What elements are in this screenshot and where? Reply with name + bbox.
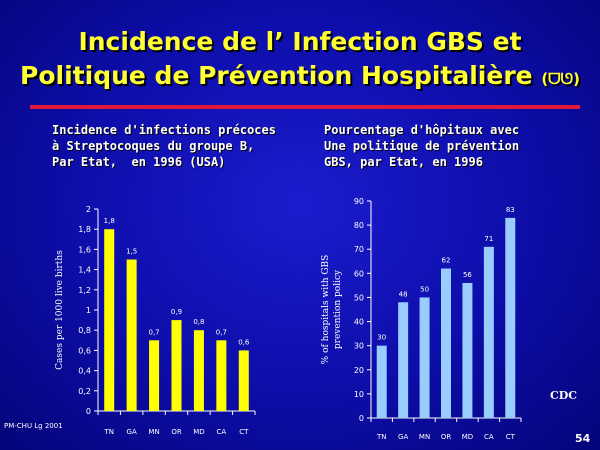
left-y-tick-label: 1,4 bbox=[78, 266, 91, 275]
left-bar-md bbox=[193, 330, 204, 411]
right-chart-title: Pourcentage d'hôpitaux avec Une politiqu… bbox=[324, 123, 520, 169]
right-bar-mn bbox=[419, 297, 430, 418]
left-data-label: 0,7 bbox=[149, 328, 160, 336]
left-category-label: CA bbox=[217, 428, 227, 436]
right-data-label: 48 bbox=[399, 290, 408, 298]
left-y-tick-label: 0,4 bbox=[78, 367, 91, 376]
right-data-label: 56 bbox=[463, 271, 472, 279]
left-y-tick-label: 1,2 bbox=[78, 286, 91, 295]
slide-title-line-2-text: Politique de Prévention Hospitalière bbox=[20, 61, 533, 90]
right-category-label: MN bbox=[419, 433, 430, 441]
slide-title-suffix: (ᗜᘎ) bbox=[541, 70, 580, 88]
right-data-label: 30 bbox=[377, 334, 386, 342]
right-data-label: 50 bbox=[420, 285, 429, 293]
title-divider bbox=[30, 105, 580, 109]
left-bar-ga bbox=[126, 259, 137, 411]
left-category-label: MN bbox=[148, 428, 159, 436]
right-bar-ca bbox=[483, 246, 494, 418]
left-y-tick-label: 0,8 bbox=[78, 326, 91, 335]
slide-title-line-2: Politique de Prévention Hospitalière (ᗜᘎ… bbox=[0, 60, 600, 95]
right-category-label: TN bbox=[376, 433, 387, 441]
left-y-tick-label: 1,6 bbox=[78, 245, 91, 254]
page-number: 54 bbox=[575, 432, 591, 445]
left-y-tick-label: 0,6 bbox=[78, 346, 91, 355]
right-category-label: GA bbox=[398, 433, 408, 441]
right-category-label: CA bbox=[484, 433, 494, 441]
right-y-axis-title-line-1: % of hospitals with GBS bbox=[321, 255, 331, 365]
left-category-label: TN bbox=[103, 428, 114, 436]
right-category-label: CT bbox=[506, 433, 516, 441]
right-bar-md bbox=[462, 282, 473, 418]
left-y-axis-title: Cases per 1000 live births bbox=[55, 250, 65, 370]
left-y-tick-label: 0,2 bbox=[78, 387, 91, 396]
right-bar-ga bbox=[398, 302, 409, 418]
right-bar-ct bbox=[505, 217, 516, 418]
left-data-label: 0,7 bbox=[216, 328, 227, 336]
right-category-label: MD bbox=[462, 433, 473, 441]
left-y-tick-label: 2 bbox=[86, 205, 91, 214]
left-bar-ca bbox=[216, 340, 227, 411]
right-data-label: 62 bbox=[442, 257, 451, 265]
right-y-axis-title: % of hospitals with GBS prevention policy bbox=[321, 255, 343, 365]
left-y-tick-label: 1 bbox=[86, 306, 91, 315]
right-data-label: 71 bbox=[484, 235, 493, 243]
left-data-label: 0,6 bbox=[238, 338, 250, 346]
right-y-tick-label: 70 bbox=[354, 245, 364, 254]
right-y-axis-title-line-2: prevention policy bbox=[333, 269, 343, 349]
right-y-tick-label: 20 bbox=[354, 366, 364, 375]
left-data-label: 0,8 bbox=[193, 318, 204, 326]
left-y-tick-label: 1,8 bbox=[78, 225, 91, 234]
right-y-tick-label: 90 bbox=[354, 197, 364, 206]
slide-title-line-1: Incidence de l’ Infection GBS et bbox=[78, 27, 522, 56]
right-y-tick-label: 60 bbox=[354, 269, 364, 278]
source-label: CDC bbox=[550, 389, 578, 402]
right-bar-or bbox=[441, 268, 451, 418]
right-category-label: OR bbox=[441, 433, 452, 441]
right-data-label: 83 bbox=[506, 206, 515, 214]
footer-credit: PM-CHU Lg 2001 bbox=[4, 422, 63, 430]
right-y-tick-label: 0 bbox=[359, 414, 364, 423]
left-data-label: 0,9 bbox=[171, 308, 182, 316]
left-bar-mn bbox=[149, 340, 160, 411]
left-category-label: GA bbox=[127, 428, 137, 436]
left-category-label: CT bbox=[239, 428, 249, 436]
right-y-tick-label: 80 bbox=[354, 221, 364, 230]
left-bar-or bbox=[171, 320, 182, 411]
left-bar-tn bbox=[104, 229, 115, 411]
left-data-label: 1,5 bbox=[126, 248, 137, 256]
left-bar-ct bbox=[238, 350, 249, 411]
left-y-tick-label: 0 bbox=[86, 407, 91, 416]
right-y-tick-label: 30 bbox=[354, 342, 364, 351]
left-chart-title: Incidence d'infections précoces à Strept… bbox=[52, 123, 276, 169]
left-category-label: MD bbox=[193, 428, 204, 436]
right-bar-tn bbox=[376, 345, 387, 418]
right-y-tick-label: 10 bbox=[354, 390, 364, 399]
left-category-label: OR bbox=[171, 428, 182, 436]
right-y-tick-label: 40 bbox=[354, 318, 364, 327]
left-data-label: 1,8 bbox=[104, 217, 115, 225]
right-y-tick-label: 50 bbox=[354, 293, 364, 302]
